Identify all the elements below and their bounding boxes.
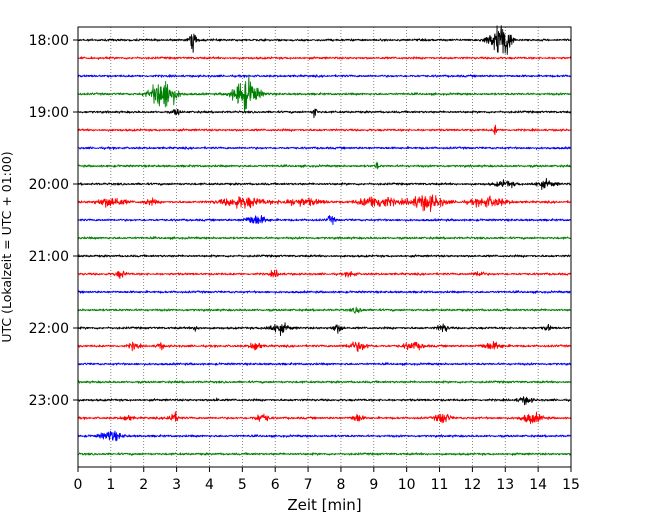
trace-2215 [77,340,572,353]
trace-1930 [77,146,572,150]
trace-2030 [77,215,572,226]
x-tick-label: 7 [304,477,313,493]
trace-2015 [77,194,572,213]
x-tick-label: 12 [463,477,481,493]
x-tick-label: 15 [562,477,580,493]
y-tick-label: 23:00 [29,393,69,409]
x-axis-label: Zeit [min] [287,496,361,514]
y-axis-label: UTC (Lokalzeit = UTC + 01:00) [0,151,14,342]
x-tick-label: 5 [238,477,247,493]
trace-1845 [77,74,572,113]
trace-1945 [77,161,572,170]
x-tick-label: 2 [139,477,148,493]
x-tick-label: 14 [529,477,547,493]
x-tick-label: 13 [496,477,514,493]
trace-2300 [77,396,572,406]
y-axis-ticks: 18:00 19:00 20:00 21:00 22:00 23:00 [29,33,78,409]
x-tick-label: 11 [431,477,449,493]
y-tick-label: 19:00 [29,105,69,121]
x-tick-label: 8 [336,477,345,493]
trace-2145 [77,306,572,314]
trace-2000 [77,177,572,191]
trace-1900 [77,108,572,119]
trace-1915 [77,124,572,136]
x-tick-label: 3 [172,477,181,493]
trace-2315 [77,410,572,425]
y-tick-label: 20:00 [29,177,69,193]
y-tick-label: 22:00 [29,321,69,337]
trace-1800 [77,25,572,55]
trace-2045 [77,236,572,240]
seismic-traces [77,25,572,456]
y-tick-label: 21:00 [29,249,69,265]
trace-2115 [77,269,572,279]
trace-1830 [77,74,572,78]
y-tick-label: 18:00 [29,33,69,49]
x-tick-label: 6 [271,477,280,493]
x-tick-label: 9 [369,477,378,493]
x-tick-label: 10 [398,477,416,493]
trace-2100 [77,254,572,258]
trace-2330 [77,430,572,442]
x-tick-label: 0 [74,477,83,493]
x-axis-ticks: 0 1 2 3 4 5 6 7 8 9 10 11 12 13 14 15 [74,467,580,493]
x-gridlines [110,27,539,467]
trace-2230 [77,362,572,366]
x-tick-label: 1 [106,477,115,493]
x-tick-label: 4 [205,477,214,493]
trace-2200 [77,322,572,337]
trace-2345 [77,452,572,456]
trace-1815 [77,56,572,60]
plot-frame [77,26,572,468]
trace-2245 [77,380,572,384]
trace-2130 [77,290,572,294]
